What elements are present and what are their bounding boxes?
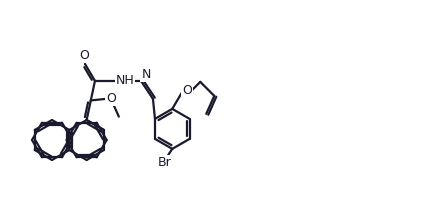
Text: O: O: [79, 49, 89, 62]
Text: NH: NH: [116, 74, 134, 87]
Text: O: O: [182, 84, 192, 97]
Text: N: N: [141, 68, 151, 81]
Text: O: O: [106, 92, 116, 105]
Text: Br: Br: [157, 156, 171, 169]
